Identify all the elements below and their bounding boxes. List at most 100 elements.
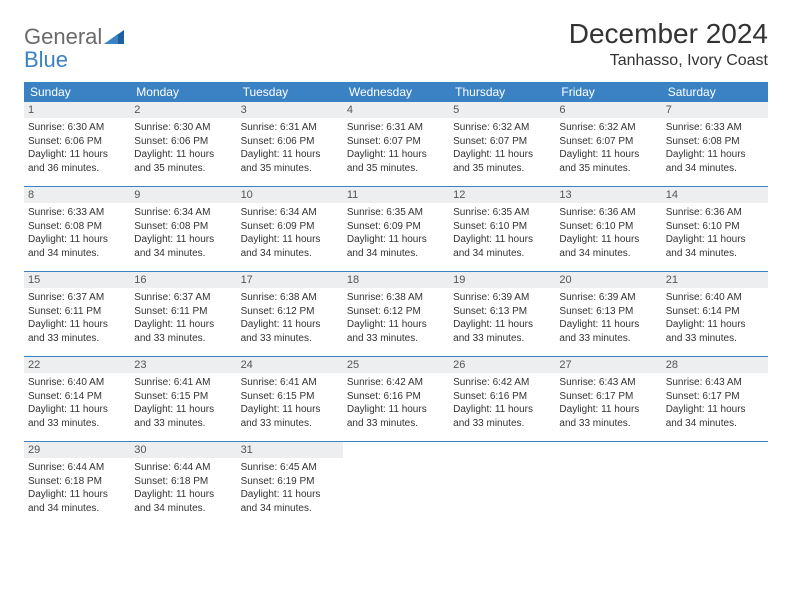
week-row: 29Sunrise: 6:44 AMSunset: 6:18 PMDayligh…: [24, 442, 768, 526]
day-sr: Sunrise: 6:42 AM: [453, 376, 551, 390]
day-number: 25: [343, 357, 449, 373]
day-d2: and 34 minutes.: [28, 247, 126, 261]
day-d1: Daylight: 11 hours: [666, 233, 764, 247]
day-number: 20: [555, 272, 661, 288]
day-sr: Sunrise: 6:38 AM: [241, 291, 339, 305]
logo-text-blue: Blue: [24, 47, 68, 72]
day-cell: 18Sunrise: 6:38 AMSunset: 6:12 PMDayligh…: [343, 272, 449, 356]
day-body: Sunrise: 6:35 AMSunset: 6:10 PMDaylight:…: [449, 203, 555, 264]
day-body: Sunrise: 6:30 AMSunset: 6:06 PMDaylight:…: [24, 118, 130, 179]
day-sr: Sunrise: 6:42 AM: [347, 376, 445, 390]
day-d1: Daylight: 11 hours: [134, 148, 232, 162]
day-body: Sunrise: 6:31 AMSunset: 6:06 PMDaylight:…: [237, 118, 343, 179]
day-sr: Sunrise: 6:36 AM: [559, 206, 657, 220]
day-number: 29: [24, 442, 130, 458]
day-cell: [343, 442, 449, 526]
day-sr: Sunrise: 6:33 AM: [666, 121, 764, 135]
day-body: Sunrise: 6:39 AMSunset: 6:13 PMDaylight:…: [555, 288, 661, 349]
day-cell: 5Sunrise: 6:32 AMSunset: 6:07 PMDaylight…: [449, 102, 555, 186]
header: General Blue December 2024 Tanhasso, Ivo…: [24, 18, 768, 72]
day-d2: and 34 minutes.: [666, 162, 764, 176]
day-number: 10: [237, 187, 343, 203]
day-sr: Sunrise: 6:30 AM: [28, 121, 126, 135]
day-d2: and 34 minutes.: [347, 247, 445, 261]
day-ss: Sunset: 6:11 PM: [134, 305, 232, 319]
day-number: 18: [343, 272, 449, 288]
weekday-header: Saturday: [662, 82, 768, 102]
day-d2: and 33 minutes.: [666, 332, 764, 346]
day-body: Sunrise: 6:34 AMSunset: 6:08 PMDaylight:…: [130, 203, 236, 264]
day-sr: Sunrise: 6:39 AM: [559, 291, 657, 305]
day-body: Sunrise: 6:40 AMSunset: 6:14 PMDaylight:…: [24, 373, 130, 434]
day-ss: Sunset: 6:18 PM: [28, 475, 126, 489]
day-ss: Sunset: 6:15 PM: [134, 390, 232, 404]
day-cell: [449, 442, 555, 526]
day-d2: and 34 minutes.: [134, 502, 232, 516]
day-d1: Daylight: 11 hours: [347, 318, 445, 332]
weekday-header: Tuesday: [237, 82, 343, 102]
day-cell: 30Sunrise: 6:44 AMSunset: 6:18 PMDayligh…: [130, 442, 236, 526]
day-d2: and 34 minutes.: [666, 247, 764, 261]
day-cell: 6Sunrise: 6:32 AMSunset: 6:07 PMDaylight…: [555, 102, 661, 186]
day-d1: Daylight: 11 hours: [28, 148, 126, 162]
day-sr: Sunrise: 6:38 AM: [347, 291, 445, 305]
day-number: 28: [662, 357, 768, 373]
day-body: Sunrise: 6:40 AMSunset: 6:14 PMDaylight:…: [662, 288, 768, 349]
day-d1: Daylight: 11 hours: [134, 233, 232, 247]
day-ss: Sunset: 6:10 PM: [453, 220, 551, 234]
day-sr: Sunrise: 6:40 AM: [666, 291, 764, 305]
logo: General Blue: [24, 26, 124, 72]
day-body: Sunrise: 6:38 AMSunset: 6:12 PMDaylight:…: [343, 288, 449, 349]
day-d1: Daylight: 11 hours: [347, 233, 445, 247]
day-d2: and 34 minutes.: [453, 247, 551, 261]
day-d1: Daylight: 11 hours: [666, 318, 764, 332]
day-sr: Sunrise: 6:35 AM: [347, 206, 445, 220]
day-number: 26: [449, 357, 555, 373]
day-sr: Sunrise: 6:39 AM: [453, 291, 551, 305]
day-cell: 21Sunrise: 6:40 AMSunset: 6:14 PMDayligh…: [662, 272, 768, 356]
day-d2: and 35 minutes.: [134, 162, 232, 176]
day-sr: Sunrise: 6:44 AM: [134, 461, 232, 475]
day-body: Sunrise: 6:35 AMSunset: 6:09 PMDaylight:…: [343, 203, 449, 264]
day-number: 14: [662, 187, 768, 203]
logo-triangle-icon: [104, 30, 124, 44]
day-number: 27: [555, 357, 661, 373]
day-number: 12: [449, 187, 555, 203]
day-ss: Sunset: 6:17 PM: [666, 390, 764, 404]
day-sr: Sunrise: 6:41 AM: [241, 376, 339, 390]
day-sr: Sunrise: 6:45 AM: [241, 461, 339, 475]
day-body: Sunrise: 6:30 AMSunset: 6:06 PMDaylight:…: [130, 118, 236, 179]
title-block: December 2024 Tanhasso, Ivory Coast: [569, 18, 768, 70]
day-cell: 28Sunrise: 6:43 AMSunset: 6:17 PMDayligh…: [662, 357, 768, 441]
day-ss: Sunset: 6:09 PM: [241, 220, 339, 234]
day-sr: Sunrise: 6:32 AM: [559, 121, 657, 135]
day-body: Sunrise: 6:33 AMSunset: 6:08 PMDaylight:…: [24, 203, 130, 264]
day-body: Sunrise: 6:38 AMSunset: 6:12 PMDaylight:…: [237, 288, 343, 349]
day-body: Sunrise: 6:43 AMSunset: 6:17 PMDaylight:…: [662, 373, 768, 434]
day-number: 4: [343, 102, 449, 118]
day-number: 6: [555, 102, 661, 118]
calendar: SundayMondayTuesdayWednesdayThursdayFrid…: [24, 82, 768, 526]
day-ss: Sunset: 6:07 PM: [347, 135, 445, 149]
day-sr: Sunrise: 6:37 AM: [28, 291, 126, 305]
weekday-header: Sunday: [24, 82, 130, 102]
day-d1: Daylight: 11 hours: [453, 403, 551, 417]
day-ss: Sunset: 6:12 PM: [241, 305, 339, 319]
day-d1: Daylight: 11 hours: [347, 403, 445, 417]
day-sr: Sunrise: 6:37 AM: [134, 291, 232, 305]
day-d1: Daylight: 11 hours: [28, 233, 126, 247]
week-row: 8Sunrise: 6:33 AMSunset: 6:08 PMDaylight…: [24, 187, 768, 272]
weeks-container: 1Sunrise: 6:30 AMSunset: 6:06 PMDaylight…: [24, 102, 768, 526]
day-number: 30: [130, 442, 236, 458]
day-cell: 20Sunrise: 6:39 AMSunset: 6:13 PMDayligh…: [555, 272, 661, 356]
day-cell: 17Sunrise: 6:38 AMSunset: 6:12 PMDayligh…: [237, 272, 343, 356]
day-cell: 4Sunrise: 6:31 AMSunset: 6:07 PMDaylight…: [343, 102, 449, 186]
day-cell: 10Sunrise: 6:34 AMSunset: 6:09 PMDayligh…: [237, 187, 343, 271]
day-ss: Sunset: 6:08 PM: [28, 220, 126, 234]
day-d1: Daylight: 11 hours: [453, 318, 551, 332]
weekday-header: Thursday: [449, 82, 555, 102]
day-d2: and 33 minutes.: [241, 417, 339, 431]
day-d2: and 34 minutes.: [241, 247, 339, 261]
day-d2: and 35 minutes.: [453, 162, 551, 176]
day-ss: Sunset: 6:07 PM: [453, 135, 551, 149]
